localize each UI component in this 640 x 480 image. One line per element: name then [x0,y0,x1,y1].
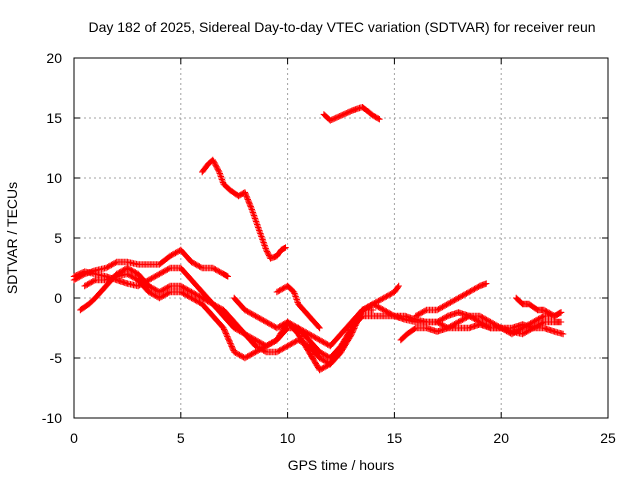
series-track-7 [231,294,377,350]
y-tick-label: 15 [46,110,62,126]
series-track-2 [70,264,402,362]
series-markers [231,294,377,350]
series-markers [273,282,323,332]
y-tick-label: 10 [46,170,62,186]
y-tick-label: 20 [46,50,62,66]
x-tick-label: 15 [387,430,403,446]
series-track-5 [199,156,289,262]
series-track-10 [513,294,565,320]
y-axis-label: SDTVAR / TECUs [4,182,20,294]
chart-title: Day 182 of 2025, Sidereal Day-to-day VTE… [88,19,595,35]
y-tick-label: -5 [50,350,63,366]
series-markers [513,294,565,320]
series-track-6 [320,104,383,124]
x-tick-label: 25 [600,430,616,446]
data-points [70,104,567,374]
series-track-11 [273,282,323,332]
x-tick-label: 10 [280,430,296,446]
series-markers [199,156,289,262]
y-tick-label: 0 [54,290,62,306]
x-tick-label: 0 [70,430,78,446]
x-tick-label: 5 [177,430,185,446]
series-markers [412,280,490,320]
grid-lines [74,58,608,418]
series-track-8 [397,312,567,344]
series-markers [320,104,383,124]
series-markers [397,312,567,344]
series-track-9 [412,280,490,320]
x-tick-label: 20 [493,430,509,446]
axis-ticks: 0 5 10 15 20 25 -10 -5 0 5 10 15 20 [42,50,616,446]
y-tick-label: -10 [42,410,62,426]
y-tick-label: 5 [54,230,62,246]
series-markers [70,264,402,362]
x-axis-label: GPS time / hours [288,457,395,473]
